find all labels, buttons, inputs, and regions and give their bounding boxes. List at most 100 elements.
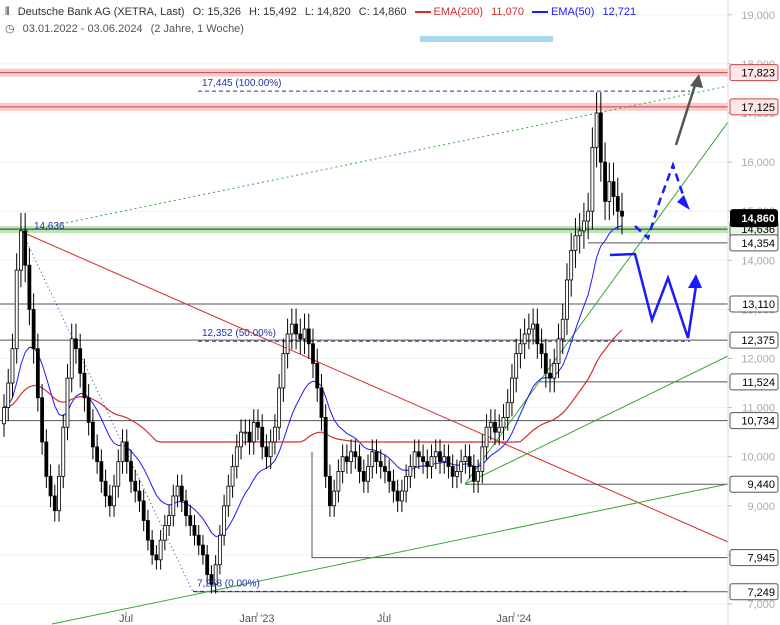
candle-body-135: [573, 235, 578, 251]
candle-body-56: [239, 431, 243, 448]
y-tick-label-3: 10,000: [741, 452, 775, 464]
candle-body-19: [82, 372, 87, 399]
ema200-legend[interactable]: EMA(200): [414, 6, 483, 18]
candle-body-70: [298, 333, 303, 340]
candle-body-49: [209, 574, 214, 585]
candle-body-140: [594, 112, 599, 148]
candle-body-34: [146, 520, 150, 541]
y-tick-label-5: 12,000: [741, 354, 775, 366]
candle-body-69: [294, 323, 298, 335]
candle-body-31: [133, 480, 138, 492]
candle-body-86: [366, 466, 370, 482]
green-dotted-trendline: [21, 85, 729, 233]
candle-body-91: [387, 471, 392, 482]
candle-body-145: [615, 196, 620, 212]
chart-type-icon[interactable]: ⫴: [5, 6, 10, 18]
candle-body-87: [370, 451, 375, 467]
candle-body-2: [10, 348, 15, 384]
level-tag-label-10: 7,249: [747, 587, 775, 599]
candle-body-121: [514, 353, 519, 379]
candle-body-15: [65, 377, 70, 428]
candle-body-80: [340, 456, 345, 472]
candle-body-11: [48, 475, 53, 497]
level-labels: 17,445 (100.00%) 12,352 (50.00%) 7,258 (0.…: [34, 64, 779, 601]
level-tag-7: [729, 412, 779, 430]
candle-body-26: [112, 485, 116, 507]
x-tick-label-3: Jan '24: [496, 613, 531, 625]
candle-body-67: [285, 333, 290, 354]
candle-body-126: [535, 323, 540, 345]
candle-body-123: [522, 333, 527, 345]
y-tick-label-4: 11,000: [742, 403, 775, 415]
x-tick-label-1: Jan '23: [239, 613, 274, 625]
level-tag-label-5: 12,375: [741, 335, 775, 347]
candle-body-115: [488, 421, 493, 428]
candle-body-58: [247, 431, 252, 443]
candle-body-17: [74, 338, 78, 350]
candle-body-3: [14, 269, 19, 350]
candle-body-128: [543, 353, 548, 374]
clock-icon: ◷: [5, 23, 15, 35]
y-tick-label-7: 14,000: [741, 255, 775, 267]
candle-body-35: [150, 539, 155, 556]
candle-body-9: [40, 397, 44, 443]
green-trendline-mid: [464, 355, 729, 485]
candle-body-40: [171, 495, 176, 517]
candle-body-144: [611, 181, 616, 197]
candle-body-83: [353, 451, 358, 458]
candle-body-46: [196, 534, 201, 546]
fib-label-0: 17,445 (100.00%): [202, 78, 282, 89]
candle-body-124: [526, 328, 531, 335]
level-tag-label-9: 7,945: [747, 553, 775, 565]
ema50-legend[interactable]: EMA(50): [532, 6, 594, 18]
header-line-2: ◷ 03.01.2022 - 03.06.2024 (2 Jahre, 1 Wo…: [5, 22, 249, 35]
candle-body-108: [459, 461, 464, 472]
date-range: 03.01.2022 - 03.06.2024: [22, 23, 143, 35]
candle-body-96: [408, 466, 413, 477]
candle-body-127: [539, 343, 544, 354]
candle-body-101: [429, 456, 434, 467]
candle-body-63: [268, 441, 273, 458]
ema200-line: [3, 329, 623, 443]
candle-body-1: [6, 382, 11, 408]
candle-body-41: [175, 485, 180, 497]
candle-body-109: [463, 456, 468, 463]
candle-body-28: [120, 441, 125, 463]
level-tag-label-1: 17,125: [741, 102, 775, 114]
candle-body-24: [103, 480, 108, 497]
candle-body-105: [446, 456, 451, 467]
candle-body-25: [107, 495, 112, 507]
candle-body-20: [86, 397, 91, 423]
candle-body-51: [217, 534, 222, 566]
candle-body-59: [251, 421, 256, 443]
candle-body-84: [357, 456, 362, 472]
candle-body-4: [19, 230, 23, 271]
peak-label: 14,636: [34, 221, 65, 232]
candle-body-113: [480, 446, 485, 472]
x-tick-label-2: Jul: [377, 613, 391, 625]
projection-solid: [609, 252, 698, 339]
level-tag-label-0: 17,823: [741, 68, 775, 80]
price-zones: [0, 68, 728, 234]
projection-dashed: [634, 161, 686, 241]
candle-body-134: [569, 250, 574, 281]
candle-body-29: [124, 441, 129, 463]
fib-diagonal: [21, 231, 194, 593]
candle-body-104: [442, 456, 447, 463]
candle-body-122: [518, 343, 523, 354]
instrument-name: Deutsche Bank AG (XETRA, Last): [17, 6, 185, 18]
candle-body-90: [383, 466, 387, 472]
candle-body-136: [577, 230, 582, 237]
candle-body-89: [378, 461, 383, 467]
time-axis: Jul Jan '23 Jul Jan '24: [119, 612, 532, 625]
candle-body-130: [552, 363, 557, 379]
candle-body-61: [260, 426, 265, 448]
level-tag-label-6: 11,524: [742, 377, 775, 389]
candle-body-54: [230, 466, 235, 487]
candle-body-73: [311, 343, 315, 364]
candle-body-137: [582, 220, 586, 232]
x-tick-label-0: Jul: [119, 613, 133, 625]
candle-body-116: [493, 421, 497, 433]
candle-body-118: [501, 417, 506, 428]
